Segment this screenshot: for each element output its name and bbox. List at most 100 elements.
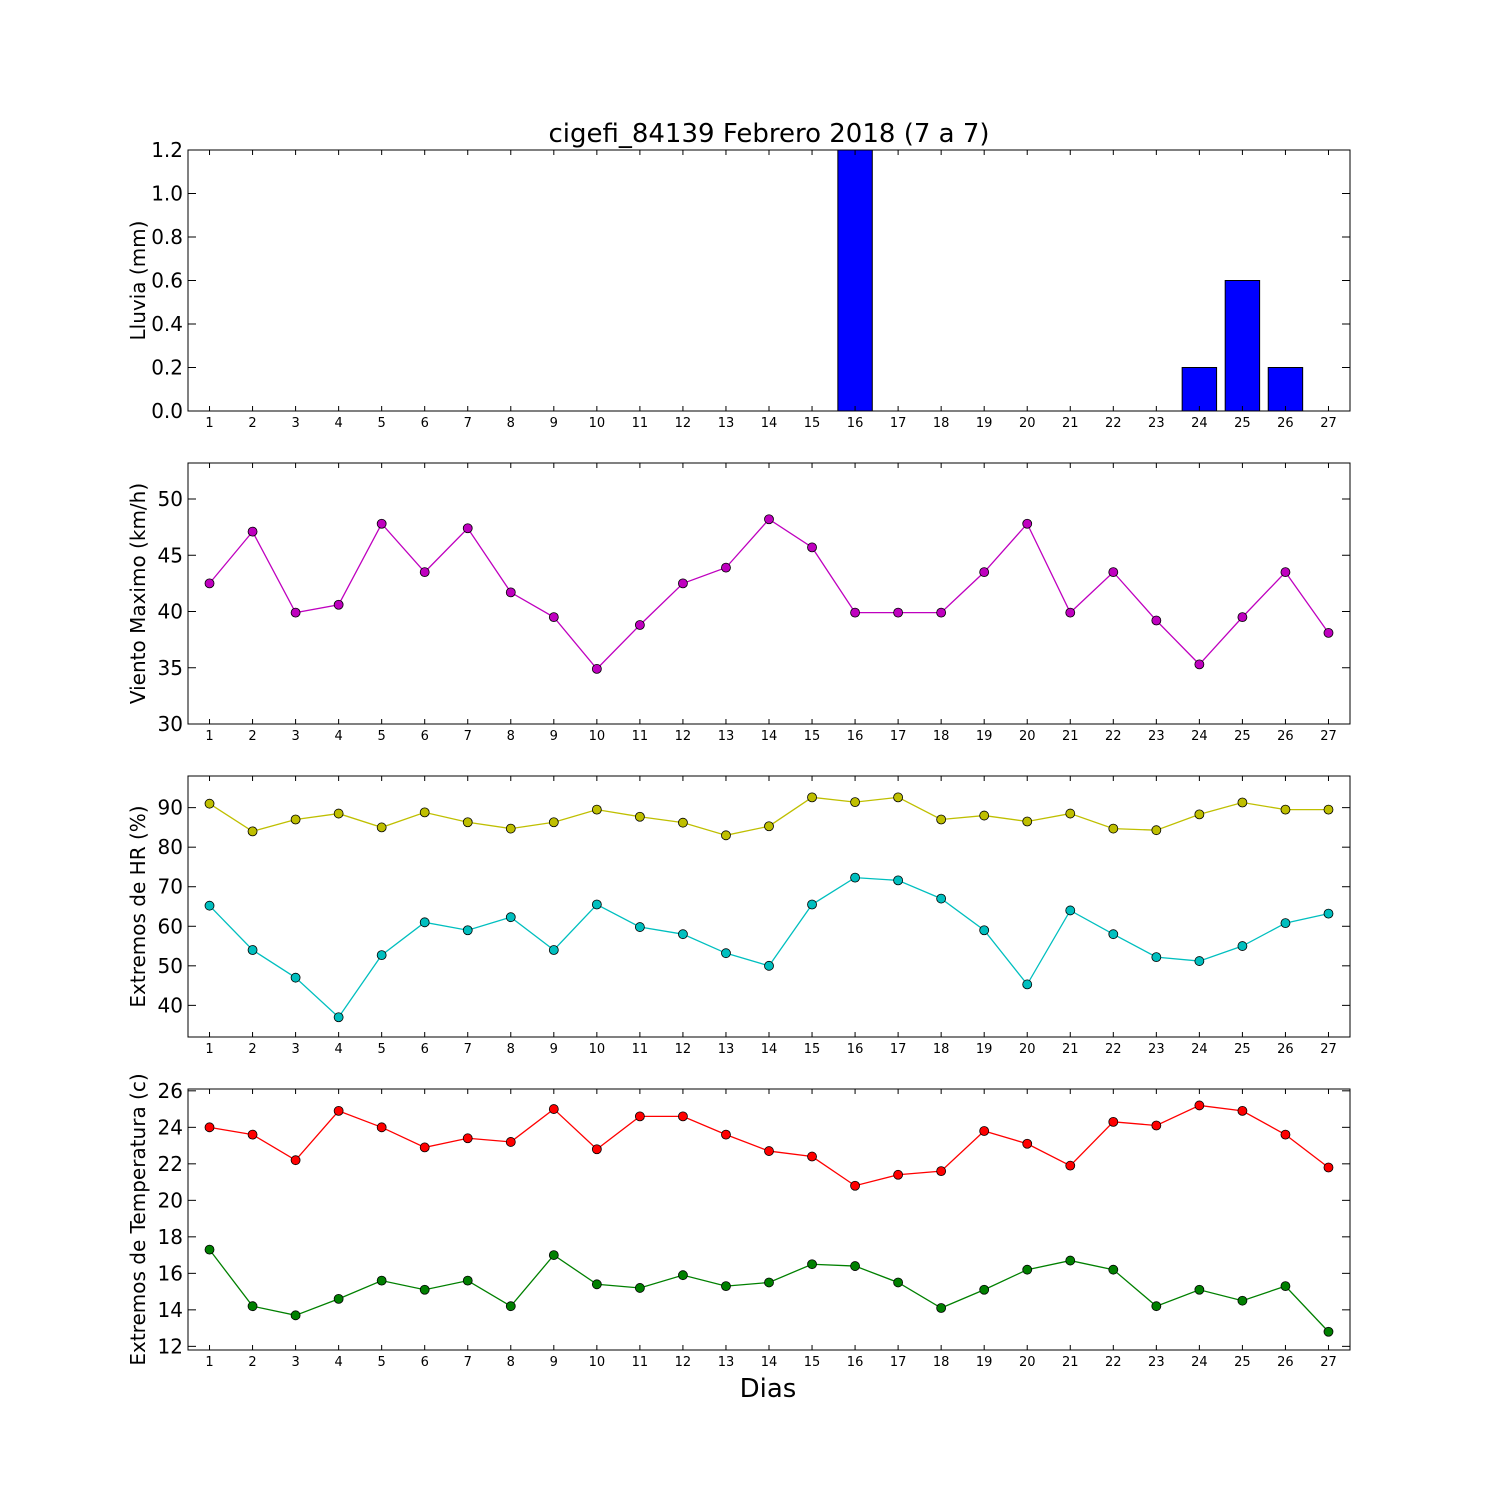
hr-series-1-point-8	[505, 912, 516, 923]
x-tick-label-25: 25	[1234, 1042, 1251, 1057]
y-tick-label: 0.6	[151, 269, 183, 293]
hr-series-1-point-18	[936, 893, 947, 904]
hr-plot-area	[204, 792, 1334, 1023]
y-tick-label: 40	[158, 993, 183, 1017]
x-tick-label-18: 18	[933, 416, 950, 431]
x-tick-label-11: 11	[632, 416, 649, 431]
temp-series-1-point-9	[548, 1250, 559, 1260]
hr-series-1-point-10	[591, 899, 602, 910]
x-tick-label-3: 3	[291, 1042, 299, 1057]
x-tick-label-15: 15	[804, 1042, 821, 1057]
x-tick-label-11: 11	[632, 729, 649, 744]
temp-series-1-line	[209, 1249, 1329, 1333]
temp-series-1-point-21	[1065, 1255, 1076, 1266]
temp-plot-area	[204, 1100, 1334, 1337]
bar-day-25	[1224, 280, 1261, 411]
wind-series-0-point-23	[1151, 615, 1162, 626]
x-tick-label-9: 9	[550, 1042, 558, 1057]
x-tick-label-20: 20	[1019, 416, 1036, 431]
x-tick-label-19: 19	[976, 1042, 993, 1057]
hr-series-0-point-2	[247, 826, 258, 837]
temp-series-0-point-20	[1022, 1138, 1033, 1149]
hr-series-1-point-15	[807, 899, 817, 910]
hr-series-1-point-5	[376, 950, 387, 961]
y-tick-label: 0.8	[151, 225, 183, 249]
hr-series-0-point-17	[893, 792, 904, 803]
y-tick-label: 35	[158, 656, 183, 680]
hr-series-0-point-22	[1108, 823, 1119, 834]
temp-series-1-point-25	[1237, 1295, 1248, 1306]
y-tick-label: 12	[158, 1334, 183, 1358]
x-tick-label-14: 14	[761, 1042, 778, 1057]
hr-series-1-point-1	[204, 900, 215, 911]
wind-series-0-point-9	[548, 612, 559, 623]
hr-series-1-point-19	[979, 925, 990, 936]
temp-series-0-point-27	[1323, 1162, 1334, 1173]
temp-series-0-point-26	[1280, 1129, 1291, 1140]
temp-series-0-point-8	[505, 1137, 516, 1147]
x-tick-label-16: 16	[847, 416, 864, 431]
x-tick-label-22: 22	[1105, 1042, 1122, 1057]
panel-hr: 1 2 3 4 5 6 7 8 9 10 11 12 13 14 15 16 17 18 19 20 21 22 23 24 2…	[126, 775, 1351, 1057]
temp-series-0-point-5	[376, 1122, 387, 1133]
x-tick-label-6: 6	[421, 729, 429, 744]
temp-series-0-point-17	[893, 1169, 904, 1180]
wind-plot-area	[204, 514, 1334, 674]
y-tick-label: 70	[158, 875, 183, 899]
hr-series-0-point-8	[505, 823, 516, 834]
x-tick-label-17: 17	[890, 1042, 907, 1057]
hr-series-1-point-21	[1065, 905, 1076, 916]
x-tick-label-4: 4	[334, 729, 342, 744]
x-tick-label-1: 1	[205, 1355, 213, 1370]
hr-series-0-point-5	[376, 822, 387, 833]
hr-series-0-point-20	[1022, 816, 1033, 827]
x-tick-label-15: 15	[804, 416, 821, 431]
hr-series-0-point-10	[591, 804, 602, 815]
wind-series-0-point-18	[936, 607, 947, 618]
x-tick-label-27: 27	[1320, 729, 1337, 744]
x-tick-label-25: 25	[1234, 1355, 1251, 1370]
temp-series-0-point-7	[462, 1133, 473, 1144]
wind-series-0-point-19	[979, 567, 990, 578]
temp-series-1-point-22	[1108, 1264, 1119, 1275]
hr-series-1-point-26	[1280, 918, 1291, 929]
temp-series-1-point-19	[979, 1284, 990, 1295]
hr-series-1-point-9	[548, 945, 559, 955]
hr-series-0-point-9	[548, 817, 559, 828]
x-tick-label-10: 10	[589, 1355, 606, 1370]
x-tick-label-2: 2	[248, 1042, 256, 1057]
x-tick-label-19: 19	[976, 416, 993, 431]
temp-series-1-point-26	[1280, 1281, 1291, 1292]
x-tick-label-6: 6	[421, 1042, 429, 1057]
x-tick-label-26: 26	[1277, 729, 1294, 744]
x-tick-label-25: 25	[1234, 416, 1251, 431]
temp-series-1-point-10	[591, 1279, 602, 1290]
hr-series-1-point-13	[721, 948, 731, 959]
x-tick-label-12: 12	[675, 729, 692, 744]
x-tick-label-13: 13	[718, 729, 735, 744]
hr-series-0-point-13	[721, 830, 731, 841]
hr-series-1-point-17	[893, 875, 904, 886]
temp-series-1-point-11	[634, 1283, 645, 1293]
x-tick-label-15: 15	[804, 1355, 821, 1370]
wind-series-0-point-5	[376, 518, 387, 529]
x-tick-label-19: 19	[976, 1355, 993, 1370]
temp-series-1-point-16	[850, 1261, 860, 1271]
temp-series-0-point-13	[721, 1129, 731, 1140]
x-tick-label-9: 9	[550, 1355, 558, 1370]
x-tick-label-24: 24	[1191, 416, 1208, 431]
wind-series-0-point-12	[678, 578, 688, 589]
hr-series-1-point-24	[1194, 956, 1205, 966]
x-tick-label-20: 20	[1019, 1042, 1036, 1057]
x-tick-label-16: 16	[847, 1355, 864, 1370]
x-tick-label-5: 5	[378, 729, 386, 744]
x-tick-label-13: 13	[718, 416, 735, 431]
x-tick-label-7: 7	[464, 1355, 472, 1370]
hr-series-0-point-11	[634, 811, 645, 822]
temp-series-1-point-2	[247, 1301, 258, 1312]
hr-series-0-point-24	[1194, 809, 1205, 820]
hr-series-0-point-25	[1237, 797, 1248, 808]
wind-series-0-point-15	[807, 542, 817, 553]
x-tick-label-14: 14	[761, 416, 778, 431]
